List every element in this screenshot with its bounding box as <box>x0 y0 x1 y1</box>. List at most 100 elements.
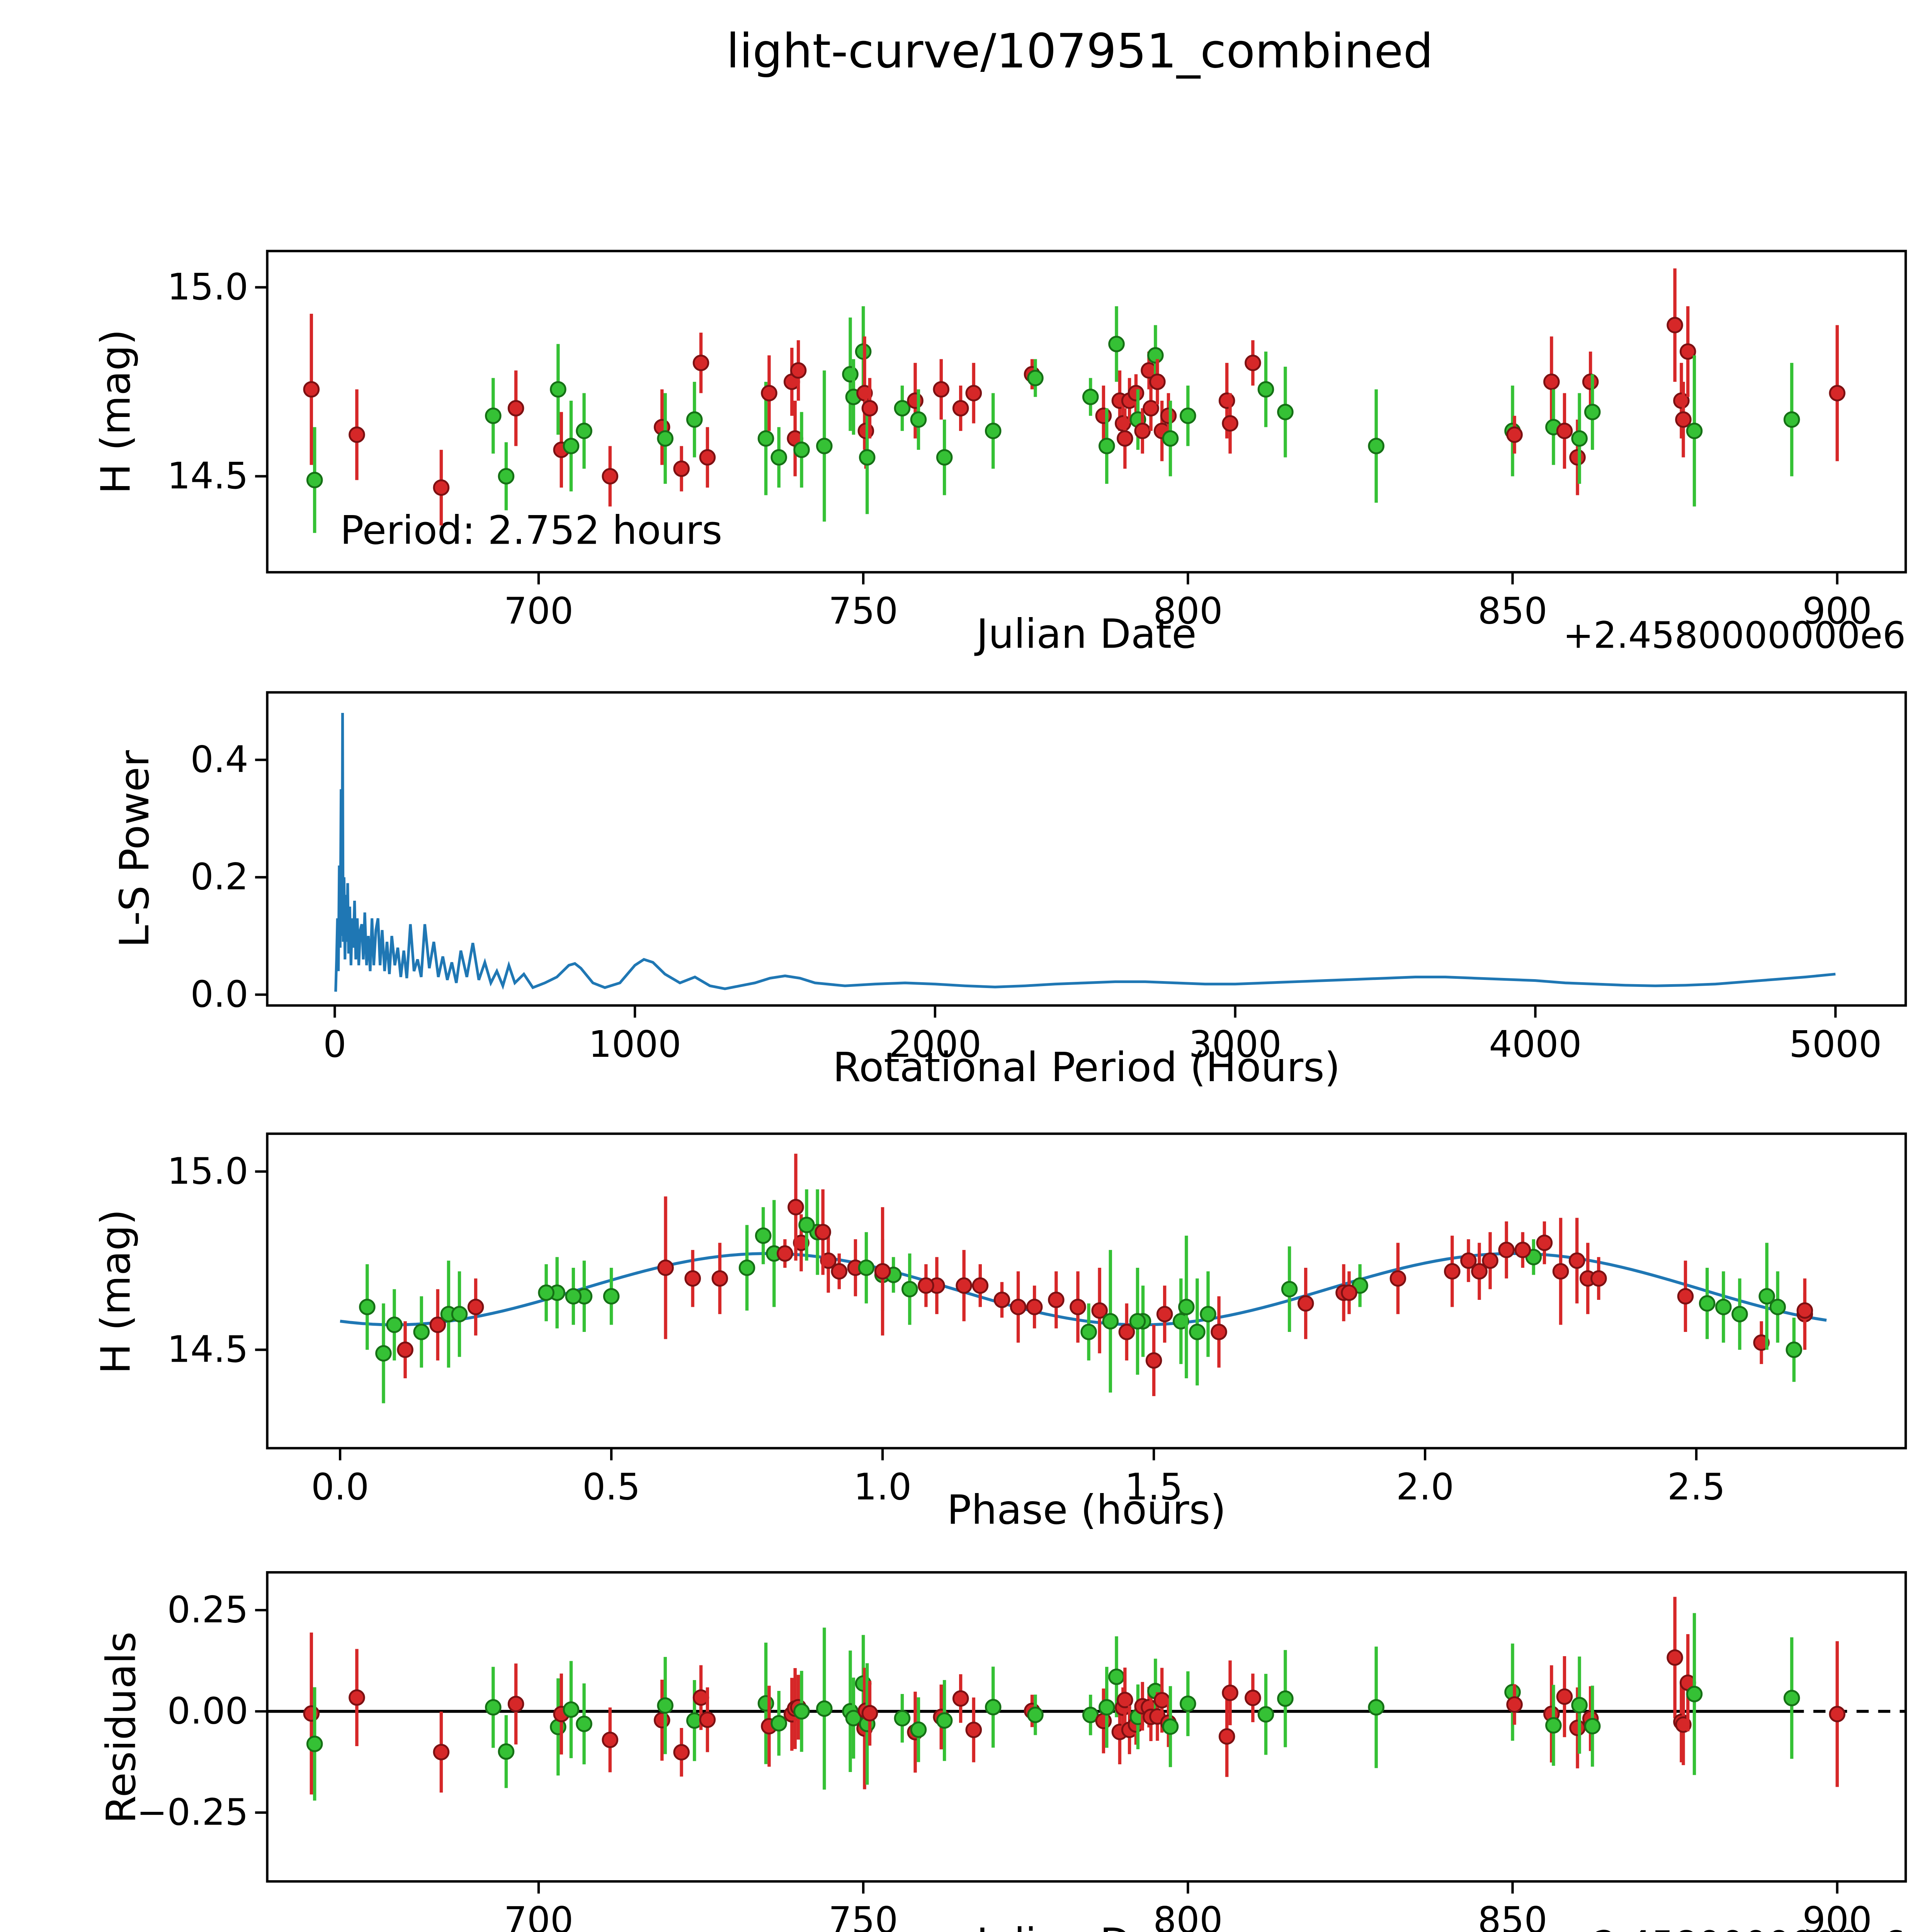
axes-jd-lightcurve: 700 750 800 850 900 15.0 14.5 <box>167 250 1907 633</box>
data-point <box>1556 422 1573 439</box>
y-tick-label: 0.2 <box>190 856 248 898</box>
data-point <box>386 1316 403 1333</box>
data-point <box>699 449 716 466</box>
data-point <box>673 460 690 477</box>
data-point <box>1211 1323 1227 1340</box>
data-point <box>1568 1252 1585 1269</box>
y-tick-label: 0.4 <box>190 738 248 781</box>
data-point <box>859 449 876 466</box>
data-point <box>576 1716 592 1732</box>
data-point <box>1731 1306 1748 1323</box>
data-point <box>1783 1690 1800 1706</box>
data-point <box>1218 392 1235 409</box>
x-tick-label: 750 <box>828 590 898 633</box>
data-point <box>798 1216 815 1233</box>
x-tick-label: 750 <box>828 1899 898 1932</box>
x-tick-label: 900 <box>1803 590 1872 633</box>
jd-lightcurve-points <box>303 268 1845 533</box>
periodogram-line <box>334 713 1836 992</box>
data-point <box>1514 1242 1531 1259</box>
data-point <box>1783 411 1800 428</box>
y-tick-label: 15.0 <box>167 266 248 308</box>
data-point <box>413 1323 430 1340</box>
data-point <box>485 1699 502 1716</box>
p1-y-axis-label: H (mag) <box>92 329 139 494</box>
data-point <box>375 1345 392 1362</box>
data-point <box>433 479 450 496</box>
data-point <box>1679 343 1696 360</box>
x-tick-label: 850 <box>1478 590 1548 633</box>
data-point <box>1673 392 1690 409</box>
p1-x-axis-label: Julian Date <box>974 611 1197 658</box>
data-point <box>1769 1299 1786 1315</box>
data-point <box>1149 373 1166 390</box>
data-point <box>1027 1706 1044 1723</box>
data-point <box>550 381 566 398</box>
data-point <box>563 438 580 454</box>
p3-y-axis-label: H (mag) <box>92 1209 139 1374</box>
residual-points <box>303 1597 1845 1801</box>
data-point <box>602 1731 619 1748</box>
data-point <box>1444 1263 1461 1280</box>
y-tick-label: 14.5 <box>167 455 248 497</box>
plot-frame <box>266 250 1907 574</box>
data-point <box>563 1701 580 1718</box>
data-point <box>692 354 709 371</box>
data-point <box>1536 1235 1553 1251</box>
data-point <box>1569 449 1586 466</box>
data-point <box>397 1341 413 1358</box>
data-point <box>538 1284 554 1301</box>
data-point <box>1095 407 1112 424</box>
data-point <box>303 1705 320 1722</box>
y-tick-label: 0.00 <box>167 1690 248 1732</box>
data-point <box>1571 1697 1588 1714</box>
data-point <box>1829 385 1845 401</box>
data-point <box>1128 385 1145 401</box>
data-point <box>433 1744 450 1760</box>
p4-y-axis-label: Residuals <box>97 1631 145 1823</box>
p2-x-axis-label: Rotational Period (Hours) <box>833 1044 1340 1091</box>
data-point <box>1543 373 1560 390</box>
data-point <box>1082 1707 1099 1723</box>
data-point <box>1281 1281 1298 1298</box>
x-tick-label: 800 <box>1153 1899 1223 1932</box>
data-point <box>1675 411 1692 428</box>
data-point <box>1471 1263 1488 1280</box>
data-point <box>1715 1299 1732 1315</box>
data-point <box>1095 1713 1112 1730</box>
data-point <box>1584 404 1601 420</box>
phased-points <box>359 1153 1813 1403</box>
data-point <box>790 362 807 379</box>
data-point <box>349 426 365 443</box>
data-point <box>1571 430 1588 447</box>
data-point <box>485 407 502 424</box>
data-point <box>1341 1284 1357 1301</box>
y-tick-label: 0.0 <box>190 973 248 1016</box>
data-point <box>831 1263 848 1280</box>
data-point <box>858 1259 875 1276</box>
data-point <box>820 1252 837 1269</box>
data-point <box>1027 369 1044 386</box>
data-point <box>861 1705 878 1722</box>
data-point <box>1118 1323 1135 1340</box>
data-point <box>1552 1263 1569 1280</box>
data-point <box>1117 430 1133 447</box>
data-point <box>918 1277 934 1294</box>
data-point <box>603 1288 620 1305</box>
x-tick-label: 700 <box>504 590 573 633</box>
x-tick-label: 2000 <box>889 1023 981 1066</box>
x-tick-label: 0.0 <box>311 1466 369 1509</box>
data-point <box>1506 426 1523 443</box>
y-tick-label: 15.0 <box>167 1150 248 1192</box>
data-point <box>777 1245 793 1262</box>
data-point <box>1162 1718 1179 1735</box>
data-point <box>1759 1288 1775 1305</box>
plot-frame <box>266 1132 1907 1450</box>
x-tick-label: 1000 <box>588 1023 681 1066</box>
data-point <box>1178 1299 1195 1315</box>
data-point <box>349 1689 365 1706</box>
x-tick-label: 850 <box>1478 1899 1548 1932</box>
data-point <box>965 1721 982 1738</box>
data-point <box>907 392 923 409</box>
x-tick-label: 1.0 <box>854 1466 912 1509</box>
